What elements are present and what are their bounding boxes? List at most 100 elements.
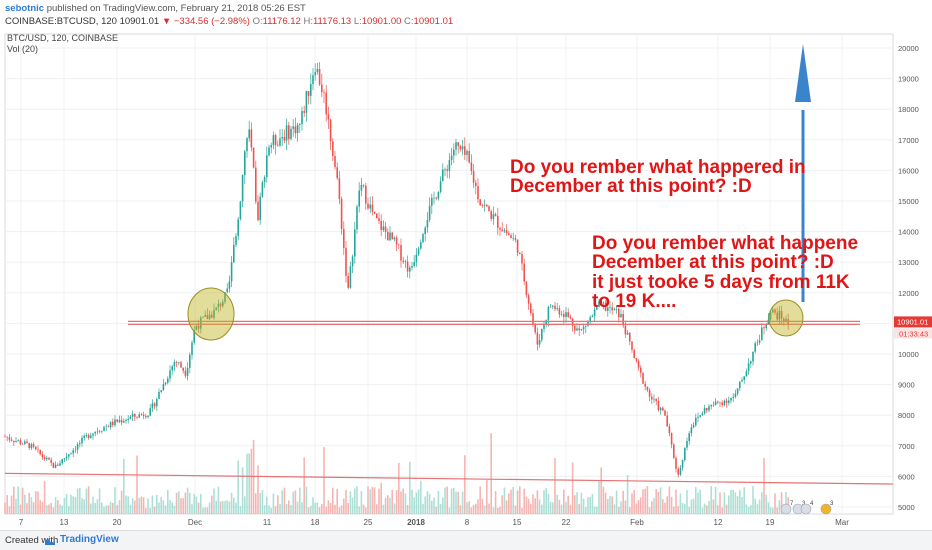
volume-bar	[87, 486, 90, 514]
tradingview-brand-link[interactable]: TradingView	[60, 534, 119, 545]
candle-body	[420, 242, 422, 249]
volume-bar	[567, 495, 569, 514]
volume-bar	[629, 507, 631, 514]
candle-body	[35, 446, 37, 450]
y-tick-label: 15000	[898, 197, 919, 206]
candle-body	[138, 414, 140, 418]
volume-bar	[263, 505, 266, 514]
candle-body	[708, 406, 710, 411]
candle-body	[560, 314, 563, 315]
x-tick-label: 13	[60, 518, 69, 527]
volume-bar	[109, 501, 112, 514]
volume-bar	[21, 487, 24, 514]
candle-body	[602, 302, 605, 304]
volume-bar	[596, 506, 598, 514]
volume-bar	[349, 491, 352, 514]
candle-body	[323, 92, 325, 93]
candle-body	[648, 390, 651, 397]
volume-bar	[494, 491, 497, 514]
volume-bar	[708, 500, 710, 514]
candle-body	[717, 401, 719, 403]
volume-bar	[554, 458, 556, 514]
candle-body	[21, 444, 24, 445]
candle-body	[153, 403, 156, 407]
volume-bar	[384, 497, 387, 514]
x-tick-label: Dec	[188, 518, 202, 527]
volume-bar	[105, 505, 107, 514]
volume-bar	[318, 507, 321, 514]
volume-bar	[336, 488, 338, 514]
candle-body	[541, 328, 543, 341]
candle-body	[46, 457, 48, 460]
candle-body	[468, 150, 470, 163]
volume-bar	[602, 486, 605, 514]
candle-body	[213, 309, 215, 318]
candle-body	[15, 441, 17, 442]
candle-body	[149, 408, 151, 416]
candle-body	[118, 420, 121, 422]
ohlc-readout: COINBASE:BTCUSD, 120 10901.01 ▼ −334.56 …	[5, 16, 454, 27]
volume-bar	[547, 493, 550, 514]
volume-bar	[283, 487, 286, 514]
volume-bar	[730, 489, 732, 514]
candle-body	[263, 177, 266, 183]
y-tick-label: 9000	[898, 381, 915, 390]
candle-body	[585, 325, 587, 327]
candle-body	[239, 201, 242, 220]
candle-body	[710, 404, 712, 407]
volume-bar	[376, 504, 378, 514]
candle-body	[272, 135, 275, 146]
volume-bar	[354, 488, 356, 514]
candle-body	[43, 457, 46, 460]
volume-bar	[545, 488, 547, 514]
volume-bar	[503, 487, 506, 514]
volume-bar	[281, 490, 283, 514]
volume-bar	[46, 505, 48, 514]
volume-bar	[149, 507, 151, 514]
volume-bar	[90, 503, 92, 514]
volume-bar	[776, 507, 778, 514]
volume-bar	[329, 503, 332, 514]
candle-body	[530, 303, 532, 314]
volume-bar	[406, 505, 409, 514]
candle-body	[580, 329, 583, 331]
candle-body	[783, 318, 785, 322]
volume-bar	[556, 494, 558, 514]
volume-bar	[492, 507, 495, 514]
candle-body	[604, 303, 607, 311]
volume-bar	[446, 486, 448, 514]
candle-body	[631, 341, 633, 350]
candle-body	[734, 393, 737, 397]
volume-bar	[501, 495, 503, 514]
candle-body	[340, 198, 343, 229]
volume-bar	[156, 494, 158, 514]
candle-body	[316, 69, 319, 73]
volume-bar	[175, 492, 178, 514]
candle-body	[596, 307, 598, 310]
candle-body	[145, 416, 147, 418]
volume-bar	[761, 492, 763, 514]
volume-bar	[26, 503, 28, 514]
publish-info: sebotnic published on TradingView.com, F…	[5, 3, 306, 14]
candle-body	[510, 235, 512, 239]
volume-bar	[39, 500, 41, 514]
candle-body	[96, 431, 99, 433]
volume-bar	[24, 494, 26, 514]
volume-bar	[574, 495, 576, 514]
event-badge-count: 4	[810, 501, 814, 507]
candle-body	[193, 329, 195, 343]
candle-body	[741, 379, 743, 382]
volume-bar	[261, 490, 264, 514]
candle-body	[699, 415, 701, 417]
volume-bar	[15, 498, 17, 514]
volume-bar	[431, 500, 433, 514]
candle-body	[633, 349, 635, 359]
candle-body	[725, 400, 728, 403]
volume-bar	[763, 457, 765, 514]
candle-body	[769, 312, 772, 320]
author-link[interactable]: sebotnic	[5, 3, 45, 14]
volume-bar	[772, 507, 774, 514]
candle-body	[554, 305, 556, 310]
candle-body	[393, 237, 396, 240]
